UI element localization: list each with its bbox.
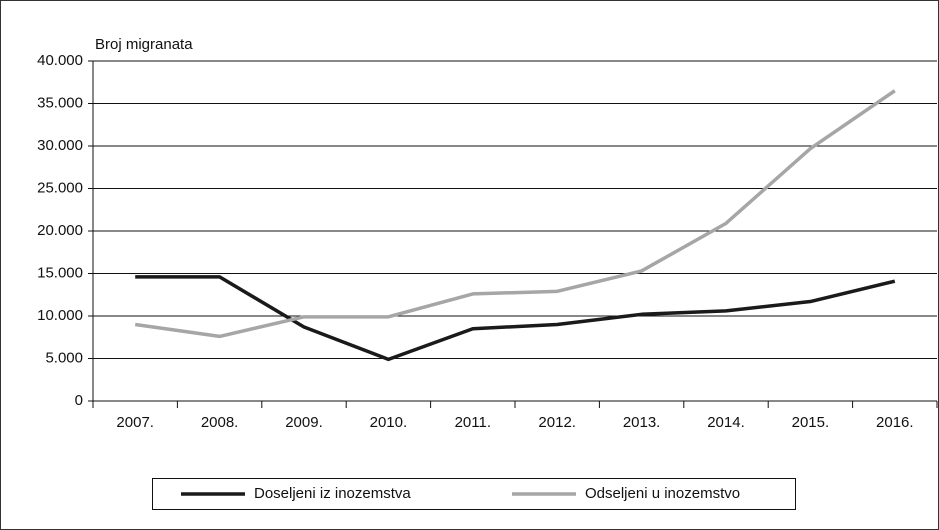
legend-label: Odseljeni u inozemstvo [585, 485, 740, 502]
y-axis-label: Broj migranata [95, 36, 193, 53]
y-tick-label: 40.000 [37, 52, 83, 69]
y-tick-label: 10.000 [37, 307, 83, 324]
x-tick-label: 2011. [455, 414, 491, 431]
x-tick-label: 2015. [792, 414, 830, 431]
x-tick-label: 2013. [623, 414, 661, 431]
x-tick-label: 2014. [707, 414, 745, 431]
y-tick-label: 30.000 [37, 137, 83, 154]
y-tick-label: 15.000 [37, 264, 83, 281]
legend [152, 478, 796, 510]
y-tick-label: 35.000 [37, 94, 83, 111]
series-line [134, 89, 896, 339]
x-tick-label: 2007. [116, 414, 154, 431]
y-tick-label: 5.000 [45, 349, 83, 366]
series-line [135, 275, 896, 362]
y-tick-label: 25.000 [37, 179, 83, 196]
legend-label: Doseljeni iz inozemstva [254, 485, 411, 502]
y-tick-label: 0 [75, 392, 83, 409]
x-tick-label: 2012. [538, 414, 576, 431]
x-tick-label: 2016. [876, 414, 914, 431]
x-tick-label: 2010. [370, 414, 408, 431]
x-tick-label: 2009. [285, 414, 323, 431]
y-tick-label: 20.000 [37, 222, 83, 239]
x-tick-label: 2008. [201, 414, 239, 431]
